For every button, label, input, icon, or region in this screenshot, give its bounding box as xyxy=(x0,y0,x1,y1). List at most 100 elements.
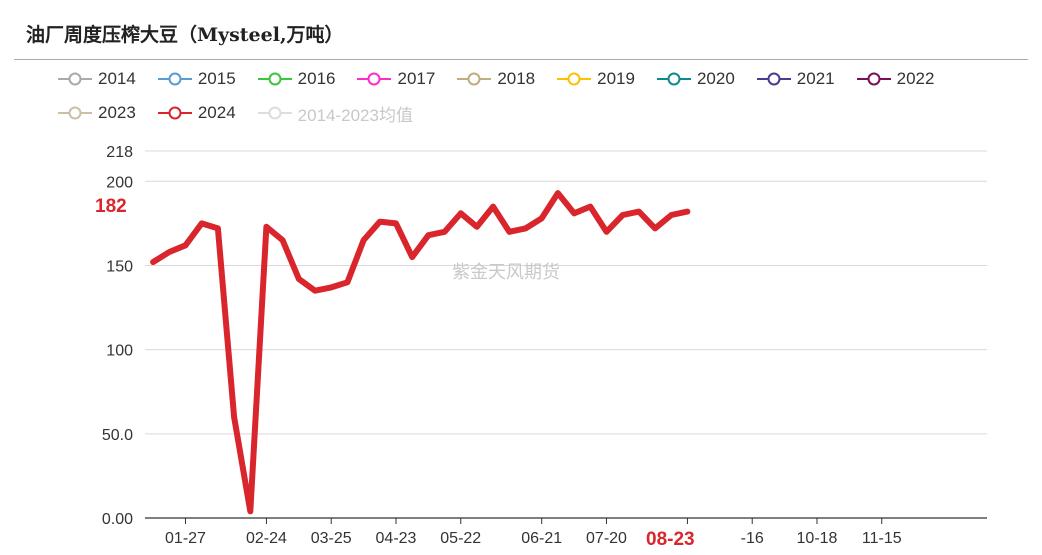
x-tick-label: 03-25 xyxy=(311,530,352,547)
data-point-2024 xyxy=(167,249,172,255)
legend-item-2022[interactable]: 2022 xyxy=(856,69,935,89)
legend-row-1: 2014 2015 2016 2017 2018 2019 2020 2021 2022 xyxy=(58,64,1018,94)
legend-marker-icon xyxy=(756,72,791,86)
watermark: 紫金天风期货 xyxy=(452,262,560,282)
y-tick-label: 200 xyxy=(106,174,133,191)
x-tick-label: 10-18 xyxy=(797,530,838,547)
legend-label: 2023 xyxy=(98,103,136,122)
series-line-2024 xyxy=(150,190,691,515)
x-tick-label: 04-23 xyxy=(376,530,417,547)
chart-title: 油厂周度压榨大豆（Mysteel,万吨） xyxy=(26,24,344,46)
legend-marker-icon xyxy=(457,72,492,86)
data-point-2024 xyxy=(442,229,447,234)
data-point-2024 xyxy=(329,285,334,290)
legend-marker-icon xyxy=(656,72,691,86)
legend-item-2016[interactable]: 2016 xyxy=(257,69,336,89)
data-point-2024 xyxy=(474,224,480,229)
data-point-2024 xyxy=(571,211,577,216)
legend-label: 2018 xyxy=(497,69,536,88)
legend-marker-icon xyxy=(257,106,292,120)
legend-label: 2015 xyxy=(197,69,236,88)
data-point-2024 xyxy=(377,219,382,224)
legend-label: 2014 xyxy=(98,69,136,88)
data-point-2024 xyxy=(490,204,496,209)
legend-item-2018[interactable]: 2018 xyxy=(457,69,535,89)
y-tick-label: 218 xyxy=(106,144,133,161)
data-point-2024 xyxy=(523,226,528,231)
legend-row-2: 2023 2024 2014-2023均值 xyxy=(58,98,1018,128)
x-tick-label: 05-22 xyxy=(440,530,481,547)
y-tick-label: 50.0 xyxy=(102,427,133,444)
data-point-2024 xyxy=(507,229,512,234)
legend-item-2015[interactable]: 2015 xyxy=(157,69,236,89)
data-point-2024 xyxy=(426,233,431,238)
data-point-2024 xyxy=(296,276,301,282)
data-point-2024 xyxy=(393,221,399,226)
data-point-2024 xyxy=(215,226,221,231)
legend-label: 2017 xyxy=(397,69,436,88)
data-point-2024 xyxy=(361,238,366,243)
y-axis: 218 200 150 100 50.0 0.00 xyxy=(102,144,133,528)
data-point-2024 xyxy=(150,259,156,265)
data-point-2024 xyxy=(555,190,561,196)
x-tick-label: 11-15 xyxy=(862,530,902,547)
legend-marker-icon xyxy=(157,72,192,86)
data-point-2024 xyxy=(183,243,188,248)
legend-marker-icon xyxy=(557,72,592,86)
legend-marker-icon xyxy=(856,72,891,86)
legend-item-2017[interactable]: 2017 xyxy=(357,69,435,89)
data-point-2024 xyxy=(264,224,269,229)
data-point-2024 xyxy=(539,216,544,221)
legend-item-2024[interactable]: 2024 xyxy=(157,103,236,123)
data-point-2024 xyxy=(636,209,642,214)
data-point-2024 xyxy=(312,288,318,293)
data-point-2024 xyxy=(410,254,415,260)
data-point-2024 xyxy=(604,229,609,234)
gridlines xyxy=(145,150,987,519)
highlight-x-label: 08-23 xyxy=(646,529,695,550)
x-tick-label: 02-24 xyxy=(246,530,287,547)
highlight-y-label: 182 xyxy=(95,196,127,217)
legend-marker-icon xyxy=(58,106,92,120)
title-divider xyxy=(14,59,1028,60)
legend-marker-icon xyxy=(257,72,292,86)
legend-item-2014[interactable]: 2014 xyxy=(58,69,136,89)
legend-marker-icon xyxy=(58,72,92,86)
series-lines xyxy=(150,190,691,515)
data-point-2024 xyxy=(669,212,674,218)
y-tick-label: 100 xyxy=(106,343,133,360)
x-tick-label: 01-27 xyxy=(165,530,206,547)
legend-marker-icon xyxy=(157,106,192,120)
legend-item-2019[interactable]: 2019 xyxy=(557,69,635,89)
data-point-2024 xyxy=(280,238,285,243)
data-point-2024 xyxy=(620,212,625,218)
y-tick-label: 0.00 xyxy=(102,511,133,528)
legend-item-2020[interactable]: 2020 xyxy=(656,69,735,89)
legend-label: 2021 xyxy=(796,69,835,88)
data-point-2024 xyxy=(652,226,658,231)
data-point-2024 xyxy=(199,221,204,226)
legend-item-2021[interactable]: 2021 xyxy=(756,69,835,89)
y-tick-label: 150 xyxy=(106,258,133,275)
data-point-2024 xyxy=(458,211,463,216)
legend-label: 2022 xyxy=(896,69,935,88)
legend-label: 2016 xyxy=(297,69,336,88)
data-point-2024 xyxy=(231,414,237,420)
legend-label: 2024 xyxy=(197,103,236,122)
legend-label: 2020 xyxy=(696,69,735,88)
x-tick-label: 07-20 xyxy=(586,530,627,547)
data-point-2024 xyxy=(588,204,593,209)
x-tick-label: 06-21 xyxy=(521,530,562,547)
data-point-2024 xyxy=(248,509,253,514)
x-tick-label: -16 xyxy=(741,530,764,547)
legend-label: 2019 xyxy=(597,69,635,88)
data-point-2024 xyxy=(345,280,350,285)
x-axis: 01-27 02-24 03-25 04-23 05-22 06-21 07-20 -16 10… xyxy=(165,518,902,547)
legend: 2014 2015 2016 2017 2018 2019 2020 2021 2022 202… xyxy=(58,64,1018,132)
legend-item-2014-2023均值[interactable]: 2014-2023均值 xyxy=(257,101,413,126)
data-point-2024 xyxy=(685,209,690,214)
legend-item-2023[interactable]: 2023 xyxy=(58,103,136,123)
legend-label: 2014-2023均值 xyxy=(297,105,413,125)
legend-marker-icon xyxy=(357,72,392,86)
